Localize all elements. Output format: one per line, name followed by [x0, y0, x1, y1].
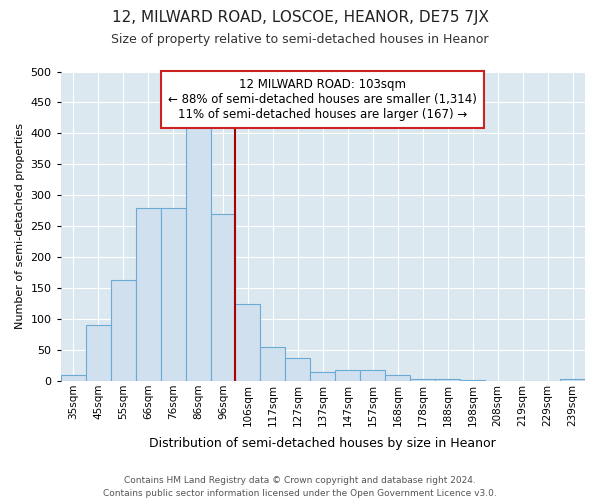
Text: 12 MILWARD ROAD: 103sqm
← 88% of semi-detached houses are smaller (1,314)
11% of: 12 MILWARD ROAD: 103sqm ← 88% of semi-de… — [169, 78, 477, 120]
Bar — [361, 370, 385, 381]
Bar — [86, 326, 110, 381]
Text: Contains HM Land Registry data © Crown copyright and database right 2024.
Contai: Contains HM Land Registry data © Crown c… — [103, 476, 497, 498]
Bar — [260, 347, 286, 381]
Bar — [286, 358, 310, 381]
Bar — [460, 380, 485, 381]
Bar — [385, 375, 410, 381]
Bar — [335, 370, 361, 381]
Bar — [161, 208, 185, 381]
Bar — [110, 280, 136, 381]
Bar — [61, 375, 86, 381]
Text: 12, MILWARD ROAD, LOSCOE, HEANOR, DE75 7JX: 12, MILWARD ROAD, LOSCOE, HEANOR, DE75 7… — [112, 10, 488, 25]
Bar — [310, 372, 335, 381]
Bar — [410, 379, 435, 381]
Bar — [235, 304, 260, 381]
Bar — [211, 214, 235, 381]
Bar — [185, 124, 211, 381]
Bar — [435, 379, 460, 381]
X-axis label: Distribution of semi-detached houses by size in Heanor: Distribution of semi-detached houses by … — [149, 437, 496, 450]
Text: Size of property relative to semi-detached houses in Heanor: Size of property relative to semi-detach… — [111, 32, 489, 46]
Bar — [136, 208, 161, 381]
Y-axis label: Number of semi-detached properties: Number of semi-detached properties — [15, 123, 25, 329]
Bar — [560, 379, 585, 381]
